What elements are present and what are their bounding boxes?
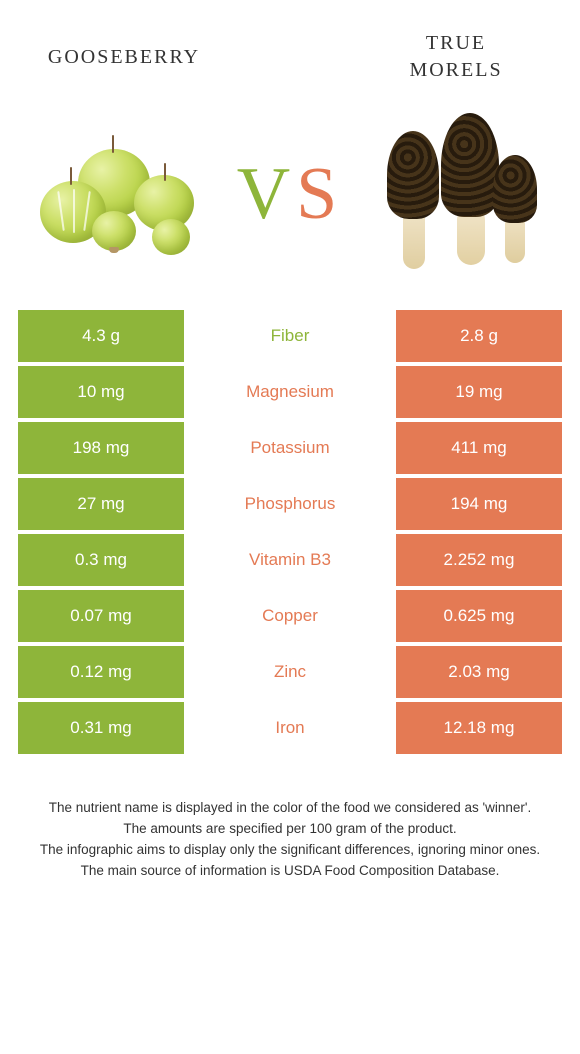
right-value-cell: 2.252 mg bbox=[392, 534, 562, 586]
right-value-cell: 411 mg bbox=[392, 422, 562, 474]
table-row: 0.3 mgVitamin B32.252 mg bbox=[18, 534, 562, 590]
right-value-cell: 194 mg bbox=[392, 478, 562, 530]
right-value-cell: 19 mg bbox=[392, 366, 562, 418]
nutrient-label-cell: Iron bbox=[188, 702, 392, 754]
left-food-title: GOOSEBERRY bbox=[18, 45, 230, 69]
left-value-cell: 10 mg bbox=[18, 366, 188, 418]
nutrient-label-cell: Fiber bbox=[188, 310, 392, 362]
left-value-cell: 0.3 mg bbox=[18, 534, 188, 586]
footer-notes: The nutrient name is displayed in the co… bbox=[18, 798, 562, 882]
infographic-root: GOOSEBERRY TRUE MORELS bbox=[0, 0, 580, 882]
table-row: 198 mgPotassium411 mg bbox=[18, 422, 562, 478]
left-value-cell: 198 mg bbox=[18, 422, 188, 474]
right-value-cell: 12.18 mg bbox=[392, 702, 562, 754]
footer-line-4: The main source of information is USDA F… bbox=[24, 861, 556, 882]
right-food-title-line2: MORELS bbox=[409, 59, 502, 81]
nutrient-label-cell: Vitamin B3 bbox=[188, 534, 392, 586]
nutrient-label-cell: Phosphorus bbox=[188, 478, 392, 530]
vs-letter-s: S bbox=[296, 153, 343, 235]
right-value-cell: 2.8 g bbox=[392, 310, 562, 362]
table-row: 0.31 mgIron12.18 mg bbox=[18, 702, 562, 758]
vs-letter-v: V bbox=[237, 153, 296, 235]
left-food-illustration bbox=[24, 104, 220, 284]
table-row: 4.3 gFiber2.8 g bbox=[18, 310, 562, 366]
nutrient-label-cell: Potassium bbox=[188, 422, 392, 474]
left-value-cell: 27 mg bbox=[18, 478, 188, 530]
right-food-title-line1: TRUE bbox=[426, 32, 486, 54]
nutrient-table: 4.3 gFiber2.8 g10 mgMagnesium19 mg198 mg… bbox=[18, 310, 562, 758]
left-value-cell: 4.3 g bbox=[18, 310, 188, 362]
table-row: 0.12 mgZinc2.03 mg bbox=[18, 646, 562, 702]
morel-icon bbox=[373, 109, 543, 279]
hero-row: VS bbox=[18, 90, 562, 310]
right-food-title: TRUE MORELS bbox=[350, 30, 562, 84]
table-row: 27 mgPhosphorus194 mg bbox=[18, 478, 562, 534]
nutrient-label-cell: Copper bbox=[188, 590, 392, 642]
left-value-cell: 0.07 mg bbox=[18, 590, 188, 642]
footer-line-1: The nutrient name is displayed in the co… bbox=[24, 798, 556, 819]
right-value-cell: 0.625 mg bbox=[392, 590, 562, 642]
left-value-cell: 0.31 mg bbox=[18, 702, 188, 754]
vs-label: VS bbox=[220, 152, 360, 237]
right-food-illustration bbox=[360, 104, 556, 284]
nutrient-label-cell: Zinc bbox=[188, 646, 392, 698]
table-row: 0.07 mgCopper0.625 mg bbox=[18, 590, 562, 646]
left-value-cell: 0.12 mg bbox=[18, 646, 188, 698]
table-row: 10 mgMagnesium19 mg bbox=[18, 366, 562, 422]
nutrient-label-cell: Magnesium bbox=[188, 366, 392, 418]
footer-line-3: The infographic aims to display only the… bbox=[24, 840, 556, 861]
footer-line-2: The amounts are specified per 100 gram o… bbox=[24, 819, 556, 840]
right-value-cell: 2.03 mg bbox=[392, 646, 562, 698]
title-row: GOOSEBERRY TRUE MORELS bbox=[18, 20, 562, 90]
gooseberry-icon bbox=[32, 119, 212, 269]
